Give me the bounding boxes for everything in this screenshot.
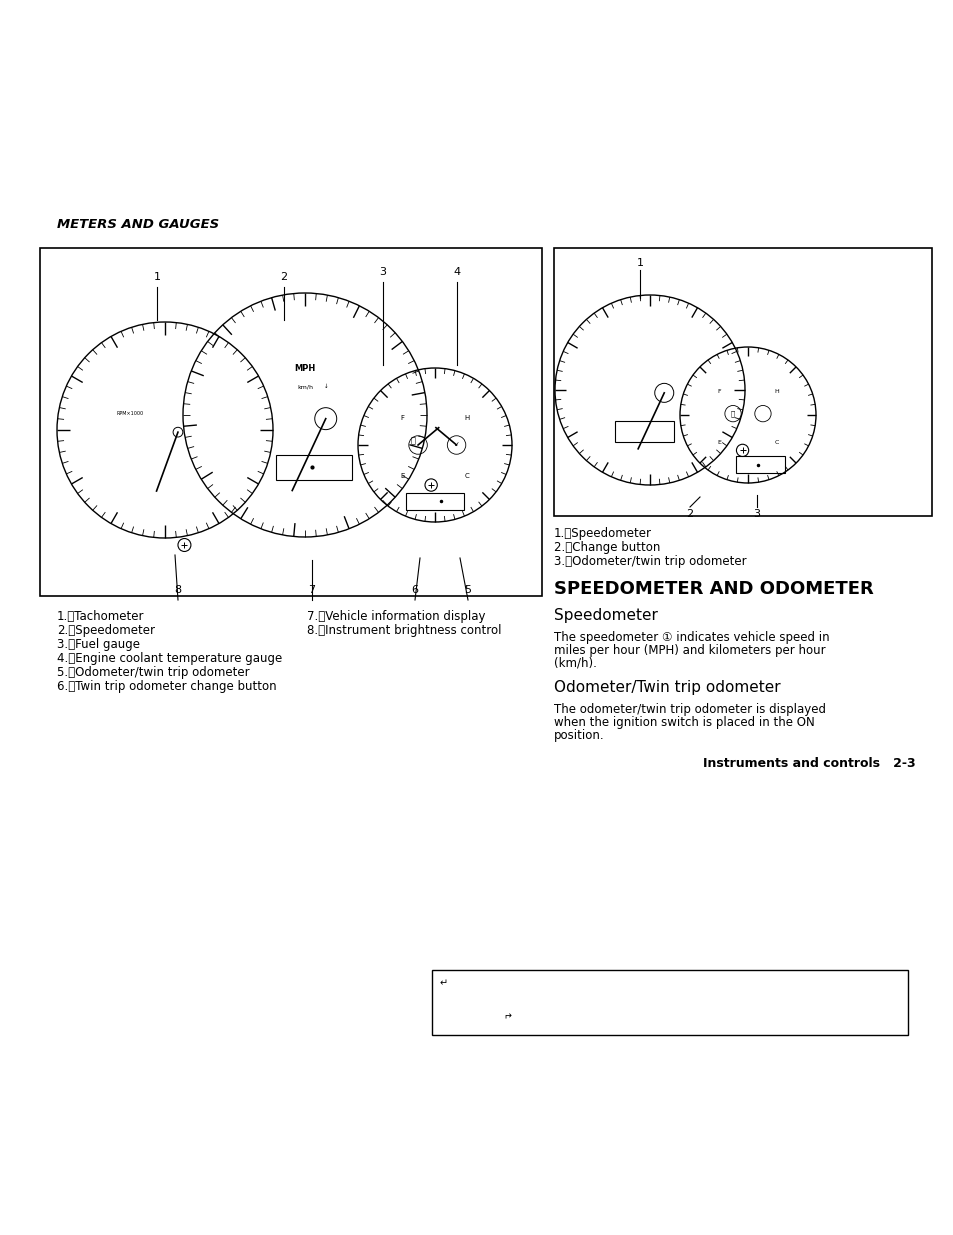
Text: km/h: km/h: [296, 384, 313, 389]
Text: miles per hour (MPH) and kilometers per hour: miles per hour (MPH) and kilometers per …: [554, 643, 824, 657]
Text: when the ignition switch is placed in the ON: when the ignition switch is placed in th…: [554, 716, 814, 729]
Text: MPH: MPH: [294, 364, 315, 373]
Bar: [554, 248, 931, 516]
Text: 3.	Odometer/twin trip odometer: 3. Odometer/twin trip odometer: [554, 555, 746, 568]
Text: 5.	Odometer/twin trip odometer: 5. Odometer/twin trip odometer: [57, 666, 250, 679]
Text: F: F: [400, 415, 404, 421]
Bar: [406, 493, 463, 510]
Text: 6.	Twin trip odometer change button: 6. Twin trip odometer change button: [57, 680, 276, 693]
Text: ↵: ↵: [439, 978, 448, 988]
Text: F: F: [717, 389, 720, 394]
Text: SPEEDOMETER AND ODOMETER: SPEEDOMETER AND ODOMETER: [554, 580, 873, 598]
Text: 7.	Vehicle information display: 7. Vehicle information display: [307, 610, 485, 622]
Text: The speedometer ① indicates vehicle speed in: The speedometer ① indicates vehicle spee…: [554, 631, 829, 643]
Bar: [432, 969, 907, 1035]
Text: 7: 7: [308, 585, 315, 595]
Text: 2.	Change button: 2. Change button: [554, 541, 659, 555]
Text: 3.	Fuel gauge: 3. Fuel gauge: [57, 638, 140, 651]
Text: 4.	Engine coolant temperature gauge: 4. Engine coolant temperature gauge: [57, 652, 282, 664]
Text: position.: position.: [554, 729, 604, 742]
Text: 6: 6: [411, 585, 418, 595]
Text: ↵: ↵: [502, 1008, 511, 1018]
Text: 1: 1: [636, 258, 643, 268]
Text: 2: 2: [686, 509, 693, 519]
Text: C: C: [464, 473, 469, 479]
Text: 5: 5: [464, 585, 471, 595]
Text: Odometer/Twin trip odometer: Odometer/Twin trip odometer: [554, 680, 780, 695]
Text: 2: 2: [280, 272, 287, 282]
Bar: [276, 456, 352, 479]
Text: ↓: ↓: [323, 384, 328, 389]
Text: H: H: [774, 389, 778, 394]
Text: Speedometer: Speedometer: [554, 608, 658, 622]
Text: ⛽: ⛽: [730, 410, 735, 417]
Bar: [614, 421, 673, 442]
Text: 4: 4: [453, 267, 460, 277]
Text: (km/h).: (km/h).: [554, 657, 597, 671]
Text: ⛽: ⛽: [411, 437, 416, 446]
Text: 1.	Speedometer: 1. Speedometer: [554, 527, 651, 540]
Text: Instruments and controls   2-3: Instruments and controls 2-3: [702, 757, 915, 769]
Text: C: C: [774, 440, 778, 445]
Text: RPM×1000: RPM×1000: [117, 411, 144, 416]
Text: E: E: [400, 473, 404, 479]
Bar: [40, 248, 541, 597]
Text: 3: 3: [379, 267, 386, 277]
Bar: [735, 457, 784, 473]
Text: 3: 3: [753, 509, 760, 519]
Text: METERS AND GAUGES: METERS AND GAUGES: [57, 219, 219, 231]
Text: 1.	Tachometer: 1. Tachometer: [57, 610, 144, 622]
Text: 8.	Instrument brightness control: 8. Instrument brightness control: [307, 624, 501, 637]
Text: ✓: ✓: [453, 442, 459, 448]
Text: The odometer/twin trip odometer is displayed: The odometer/twin trip odometer is displ…: [554, 703, 825, 716]
Text: 1: 1: [153, 272, 160, 282]
Text: 8: 8: [174, 585, 181, 595]
Text: 2.	Speedometer: 2. Speedometer: [57, 624, 154, 637]
Text: H: H: [464, 415, 470, 421]
Text: E: E: [717, 440, 720, 445]
